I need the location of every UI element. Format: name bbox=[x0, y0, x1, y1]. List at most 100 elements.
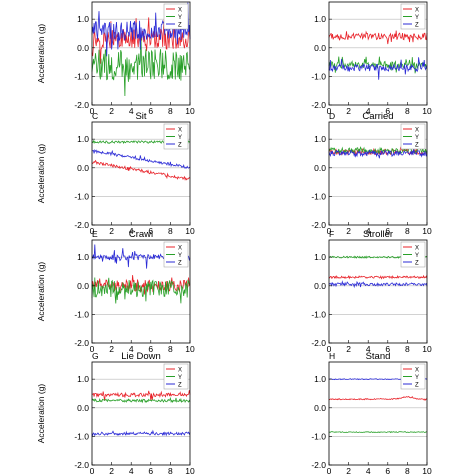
panel-D: 1.0 0.0 -1.0 -2.00 2 4 6 8 10 D Carried XYZ bbox=[311, 111, 432, 236]
x-tick-label: 6 bbox=[148, 106, 153, 116]
x-tick-label: 0 bbox=[90, 344, 95, 354]
y-tick-label: 0.0 bbox=[77, 403, 89, 413]
x-tick-label: 10 bbox=[422, 466, 432, 474]
panel-title: Lie Down bbox=[121, 351, 161, 362]
x-tick-label: 10 bbox=[185, 106, 195, 116]
x-tick-label: 2 bbox=[109, 466, 114, 474]
panel-B: 1.0 0.0 -1.0 -2.00 2 4 6 8 10 XYZ bbox=[311, 1, 432, 116]
legend-label-y: Y bbox=[415, 135, 419, 141]
x-tick-label: 8 bbox=[405, 344, 410, 354]
legend: XYZ bbox=[163, 123, 189, 150]
x-tick-label: 0 bbox=[90, 106, 95, 116]
y-tick-label: -1.0 bbox=[74, 191, 89, 201]
series-line-z bbox=[91, 149, 191, 169]
plot-frame bbox=[91, 239, 191, 344]
x-tick-label: 4 bbox=[366, 226, 371, 236]
y-tick-label: 1.0 bbox=[314, 252, 326, 262]
panel-H: 1.0 0.0 -1.0 -2.00 2 4 6 8 10 H Stand XYZ bbox=[311, 351, 432, 474]
y-tick-label: -2.0 bbox=[74, 338, 89, 348]
x-tick-label: 6 bbox=[385, 226, 390, 236]
x-tick-label: 10 bbox=[422, 344, 432, 354]
legend-label-z: Z bbox=[178, 382, 182, 388]
y-tick-label: -2.0 bbox=[311, 100, 326, 110]
legend-label-z: Z bbox=[415, 22, 419, 28]
series-line-z bbox=[328, 149, 428, 159]
y-tick-label: 1.0 bbox=[77, 14, 89, 24]
y-tick-label: 0.0 bbox=[314, 403, 326, 413]
y-tick-label: -1.0 bbox=[311, 191, 326, 201]
x-tick-label: 4 bbox=[129, 344, 134, 354]
y-tick-label: -2.0 bbox=[74, 220, 89, 230]
y-tick-label: -1.0 bbox=[311, 71, 326, 81]
y-tick-label: 1.0 bbox=[314, 134, 326, 144]
x-tick-label: 6 bbox=[148, 466, 153, 474]
legend-label-y: Y bbox=[415, 253, 419, 259]
panel-title: Crawl bbox=[129, 229, 153, 240]
x-tick-label: 0 bbox=[327, 344, 332, 354]
y-tick-label: 1.0 bbox=[77, 252, 89, 262]
panel-G: 1.00.0-1.0-2.00 2 4 6 8 10G Lie DownXYZAcceler… bbox=[36, 351, 195, 474]
x-tick-label: 6 bbox=[148, 344, 153, 354]
plot-frame bbox=[328, 361, 428, 466]
panel-letter: G bbox=[92, 351, 99, 361]
panel-title: Stroller bbox=[363, 229, 393, 240]
x-tick-label: 4 bbox=[129, 106, 134, 116]
panel-title: Sit bbox=[135, 111, 146, 122]
x-tick-label: 8 bbox=[168, 344, 173, 354]
y-tick-label: -2.0 bbox=[311, 338, 326, 348]
x-tick-label: 10 bbox=[185, 344, 195, 354]
x-tick-label: 8 bbox=[168, 106, 173, 116]
x-tick-label: 0 bbox=[327, 466, 332, 474]
panel-letter: E bbox=[92, 229, 98, 239]
y-tick-label: 0.0 bbox=[314, 163, 326, 173]
legend-label-z: Z bbox=[415, 142, 419, 148]
y-tick-label: -1.0 bbox=[74, 309, 89, 319]
x-tick-label: 0 bbox=[90, 226, 95, 236]
legend: XYZ bbox=[400, 3, 426, 30]
y-axis-label: Acceleration (g) bbox=[36, 262, 46, 322]
legend-label-y: Y bbox=[178, 253, 182, 259]
series-line-y bbox=[91, 396, 191, 404]
panel-E: 1.00.0-1.0-2.00 2 4 6 8 10E CrawlXYZAccelerati… bbox=[36, 229, 195, 354]
legend-label-x: X bbox=[178, 127, 182, 133]
y-tick-label: -2.0 bbox=[74, 100, 89, 110]
plot-frame bbox=[328, 1, 428, 106]
legend: XYZ bbox=[163, 363, 189, 390]
y-tick-label: 0.0 bbox=[314, 281, 326, 291]
panel-title: Carried bbox=[362, 111, 393, 122]
y-tick-label: -1.0 bbox=[74, 431, 89, 441]
y-axis-label: Acceleration (g) bbox=[36, 384, 46, 444]
panel-A: 1.0 0.0 -1.0 -2.00 2 4 6 8 10 XYZ Acceleration (g) bbox=[36, 1, 195, 116]
x-tick-label: 2 bbox=[346, 106, 351, 116]
y-tick-label: 1.0 bbox=[314, 374, 326, 384]
plot-frame bbox=[91, 121, 191, 226]
x-tick-label: 2 bbox=[346, 226, 351, 236]
x-tick-label: 2 bbox=[109, 106, 114, 116]
legend-label-x: X bbox=[415, 367, 419, 373]
legend-label-x: X bbox=[178, 245, 182, 251]
x-tick-label: 8 bbox=[405, 466, 410, 474]
legend-label-y: Y bbox=[415, 15, 419, 21]
x-tick-label: 4 bbox=[366, 344, 371, 354]
legend: XYZ bbox=[400, 241, 426, 268]
x-tick-label: 4 bbox=[129, 226, 134, 236]
y-tick-label: 0.0 bbox=[314, 43, 326, 53]
x-tick-label: 2 bbox=[346, 466, 351, 474]
legend: XYZ bbox=[400, 363, 426, 390]
y-tick-label: 0.0 bbox=[77, 163, 89, 173]
x-tick-label: 6 bbox=[385, 466, 390, 474]
legend-label-z: Z bbox=[178, 22, 182, 28]
plot-frame bbox=[328, 121, 428, 226]
legend-label-y: Y bbox=[178, 135, 182, 141]
x-tick-label: 8 bbox=[168, 226, 173, 236]
panel-letter: D bbox=[329, 111, 335, 121]
series-line-x bbox=[328, 395, 428, 401]
y-tick-label: 1.0 bbox=[314, 14, 326, 24]
series-line-x bbox=[328, 30, 428, 45]
series-line-z bbox=[91, 429, 191, 437]
x-tick-label: 2 bbox=[109, 226, 114, 236]
x-tick-label: 2 bbox=[346, 344, 351, 354]
x-tick-label: 10 bbox=[185, 466, 195, 474]
